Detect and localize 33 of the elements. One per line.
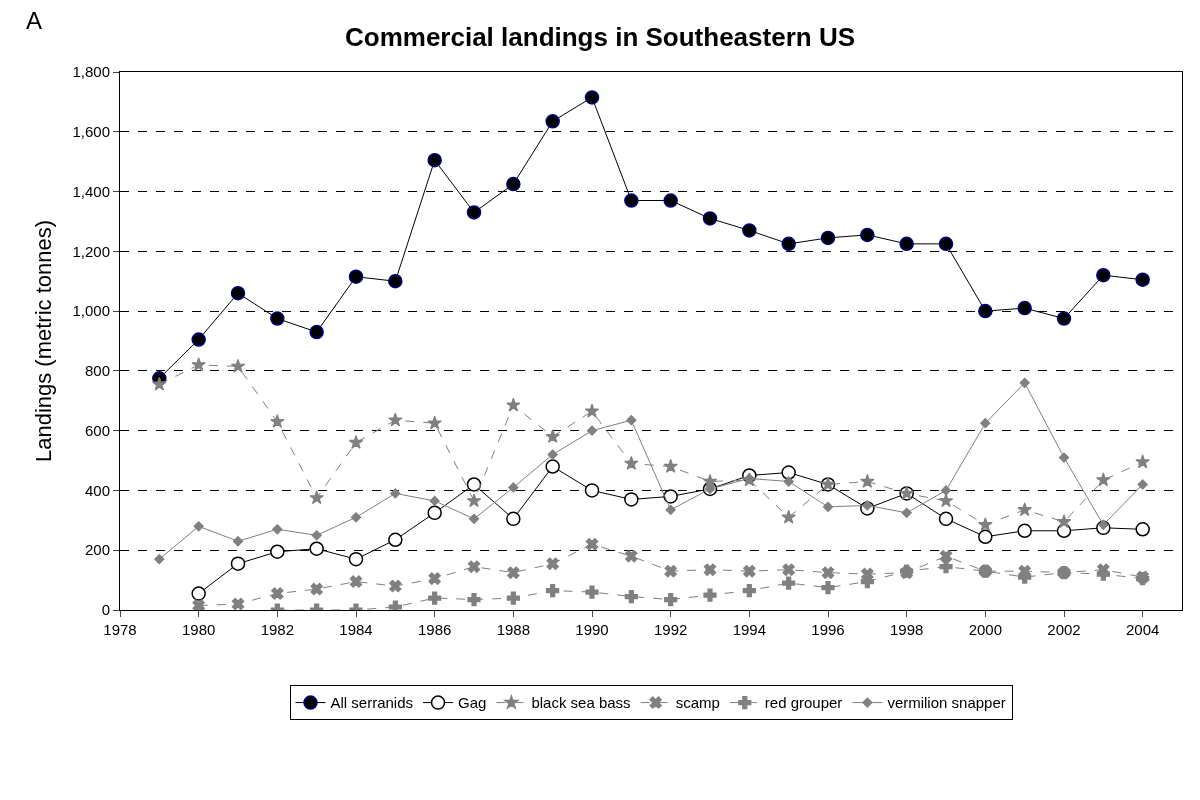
x-tick-label: 2002	[1047, 621, 1081, 638]
chart-title: Commercial landings in Southeastern US	[345, 22, 855, 53]
x-tick-label: 2000	[968, 621, 1003, 638]
x-tick-label: 1998	[889, 621, 924, 638]
y-tick-label: 200	[84, 541, 110, 559]
legend-label: red grouper	[764, 694, 843, 712]
x-tick-label: 1978	[103, 621, 137, 638]
y-tick-label: 1,400	[72, 182, 110, 200]
y-tick-label: 0	[101, 601, 110, 619]
y-tick-label: 600	[84, 421, 110, 439]
legend-label: vermilion snapper	[887, 694, 1006, 712]
y-tick-label: 1,600	[72, 123, 110, 141]
x-tick-label: 1984	[339, 621, 373, 638]
x-tick-label: 2004	[1125, 621, 1160, 638]
y-tick-label: 1,800	[72, 63, 110, 81]
x-tick-label: 1988	[496, 621, 531, 638]
legend-label: Gag	[458, 694, 487, 712]
text: A	[26, 7, 43, 34]
x-tick-label: 1980	[181, 621, 216, 638]
legend-label: All serranids	[330, 694, 414, 712]
legend-label: scamp	[675, 694, 720, 712]
y-axis-title: Landings (metric tonnes)	[31, 219, 57, 463]
y-tick-label: 800	[84, 362, 110, 380]
y-tick-label: 1,000	[72, 302, 110, 320]
x-tick-label: 1996	[811, 621, 845, 638]
x-tick-label: 1992	[653, 621, 688, 638]
x-tick-label: 1990	[575, 621, 609, 638]
y-tick-label: 400	[84, 481, 110, 499]
x-tick-label: 1982	[260, 621, 295, 638]
x-tick-label: 1986	[417, 621, 452, 638]
y-tick-label: 1,200	[72, 242, 110, 260]
x-tick-label: 1994	[732, 621, 767, 638]
legend-label: black sea bass	[531, 694, 631, 712]
